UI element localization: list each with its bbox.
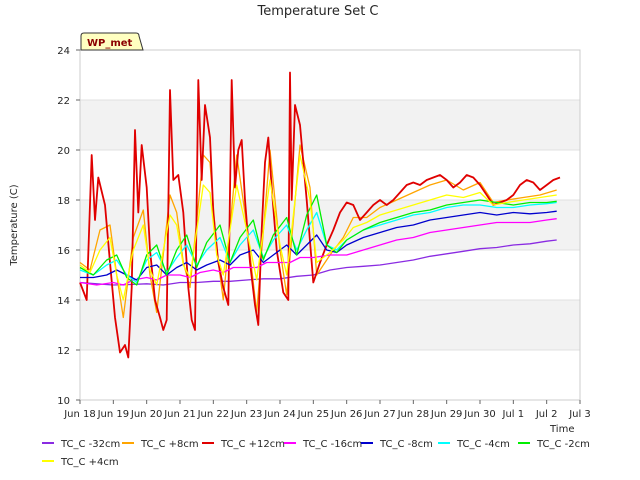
legend-label: TC_C +8cm <box>140 439 199 450</box>
x-tick-label: Jun 24 <box>263 409 296 420</box>
series-line <box>79 218 557 286</box>
series-line <box>79 239 557 286</box>
x-tick-label: Jun 22 <box>197 409 230 420</box>
series-line <box>79 154 557 301</box>
x-tick-label: Jun 18 <box>63 409 96 420</box>
legend-label: TC_C -4cm <box>456 439 510 450</box>
legend-label: TC_C -8cm <box>379 439 433 450</box>
plot-frame <box>79 49 581 401</box>
x-tick-label: Jun 28 <box>397 409 430 420</box>
y-tick-label: 10 <box>57 396 70 407</box>
chart-title: Temperature Set C <box>256 4 378 19</box>
y-tick-label: 18 <box>57 196 70 207</box>
legend-label: TC_C -32cm <box>60 439 120 450</box>
x-tick-label: Jun 30 <box>463 409 496 420</box>
y-tick-label: 16 <box>57 246 70 257</box>
legend-label: TC_C -16cm <box>302 439 362 450</box>
site-label-box: WP_met <box>80 32 144 51</box>
grid-bands <box>80 49 580 401</box>
series-lines <box>79 71 561 359</box>
grid-band <box>80 100 580 150</box>
legend: TC_C -32cm TC_C +8cm TC_C +12cm TC_C -16cm T… <box>42 439 590 468</box>
site-label: WP_met <box>87 38 133 49</box>
y-tick-label: 12 <box>57 346 70 357</box>
y-tick-label: 22 <box>57 96 70 107</box>
series-line <box>79 71 561 359</box>
grid-band <box>80 200 580 250</box>
x-tick-label: Jul 3 <box>568 409 591 420</box>
series-line <box>79 201 557 284</box>
x-tick-label: Jun 23 <box>230 409 263 420</box>
x-tick-label: Jun 29 <box>430 409 463 420</box>
y-axis: 10 12 14 16 18 20 22 24 <box>57 46 80 407</box>
y-tick-label: 20 <box>57 146 70 157</box>
x-tick-label: Jun 25 <box>297 409 330 420</box>
x-tick-label: Jun 19 <box>97 409 130 420</box>
x-tick-label: Jun 26 <box>330 409 363 420</box>
x-axis: Jun 18 Jun 19 Jun 20 Jun 21 Jun 22 Jun 23 Jun … <box>63 400 591 420</box>
legend-label: TC_C +12cm <box>220 439 285 450</box>
x-tick-label: Jun 21 <box>163 409 196 420</box>
legend-label: TC_C +4cm <box>60 457 119 468</box>
series-line <box>79 194 557 286</box>
x-tick-label: Jun 20 <box>130 409 163 420</box>
grid-band <box>80 300 580 350</box>
y-tick-label: 24 <box>57 46 70 57</box>
x-tick-label: Jun 27 <box>363 409 396 420</box>
x-axis-title: Time <box>549 424 574 435</box>
y-axis-title: Temperature (C) <box>9 184 20 266</box>
x-tick-label: Jul 2 <box>535 409 558 420</box>
x-tick-label: Jul 1 <box>502 409 525 420</box>
legend-label: TC_C -2cm <box>536 439 590 450</box>
y-tick-label: 14 <box>57 296 70 307</box>
